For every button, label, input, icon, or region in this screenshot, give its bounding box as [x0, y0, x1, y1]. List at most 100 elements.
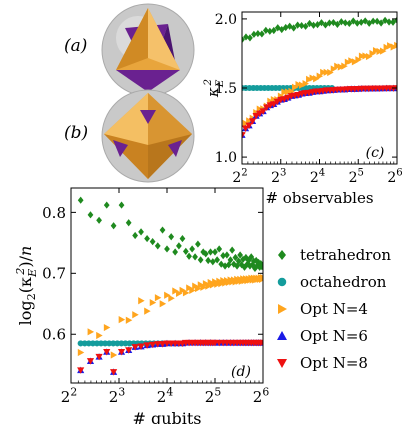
point-c-tetrahedron-28: [350, 17, 357, 25]
legend-marker-1: [277, 277, 287, 287]
point-d-opt8-0: [77, 367, 85, 374]
point-c-tetrahedron-22: [326, 19, 333, 27]
point-d-tetrahedron-42: [235, 257, 242, 265]
point-c-tetrahedron-5: [258, 30, 265, 38]
point-d-opt8-9: [143, 342, 151, 349]
point-d-tetrahedron-8: [138, 228, 144, 236]
point-c-tetrahedron-7: [266, 27, 273, 35]
point-d-opt4-30: [214, 280, 221, 288]
point-d-tetrahedron-21: [192, 253, 198, 261]
point-d-tetrahedron-0: [77, 196, 84, 204]
point-c-opt4-44: [394, 41, 397, 50]
point-d-opt4-4: [110, 351, 118, 359]
point-d-opt4-5: [118, 316, 126, 324]
point-d-opt4-9: [144, 307, 151, 315]
point-d-tetrahedron-38: [229, 246, 236, 254]
point-d-tetrahedron-30: [214, 256, 221, 264]
point-c-opt8-1: [242, 125, 250, 132]
point-d-opt8-8: [137, 343, 145, 351]
point-c-tetrahedron-4: [255, 29, 261, 38]
point-c-opt4-41: [383, 43, 391, 51]
legend-marker-0: [278, 250, 286, 260]
point-d-tetrahedron-13: [164, 245, 170, 253]
xtick-label-d-3: 25: [205, 385, 222, 406]
purple-spike-b3: [168, 140, 182, 157]
point-d-tetrahedron-4: [110, 222, 117, 230]
point-d-opt4-2: [96, 331, 103, 340]
point-d-tetrahedron-29: [212, 248, 218, 256]
point-c-opt8-4: [252, 112, 260, 120]
point-c-tetrahedron-18: [310, 21, 317, 29]
point-c-tetrahedron-35: [378, 19, 384, 27]
point-d-tetrahedron-19: [186, 252, 192, 260]
point-d-opt4-10: [149, 298, 157, 307]
point-c-tetrahedron-11: [282, 23, 289, 32]
point-c-opt4-21: [313, 75, 320, 83]
panel-label-b: (b): [64, 123, 88, 143]
point-d-opt4-6: [125, 316, 133, 324]
point-c-opt4-18: [302, 79, 310, 88]
point-d-tetrahedron-40: [232, 253, 239, 262]
xtick-label-d-2: 24: [157, 385, 174, 406]
point-c-opt4-37: [369, 49, 376, 58]
point-d-opt4-32: [218, 280, 225, 288]
legend-label-1: octahedron: [300, 273, 387, 291]
point-c-opt4-17: [299, 81, 306, 89]
point-d-opt4-0: [77, 348, 85, 357]
point-d-opt4-1: [87, 328, 95, 336]
point-c-opt4-30: [344, 58, 352, 66]
point-c-opt4-39: [376, 47, 383, 56]
point-d-tetrahedron-23: [197, 256, 204, 264]
point-c-opt4-15: [291, 83, 299, 91]
point-c-tetrahedron-15: [298, 21, 305, 30]
point-c-opt4-19: [306, 75, 313, 83]
legend-label-4: Opt N=8: [300, 354, 368, 372]
point-c-tetrahedron-14: [294, 21, 301, 29]
point-d-tetrahedron-31: [216, 245, 223, 253]
point-d-tetrahedron-6: [125, 219, 132, 227]
point-c-opt4-32: [351, 58, 359, 66]
point-d-opt8-2: [95, 353, 103, 361]
point-d-tetrahedron-37: [227, 256, 234, 264]
point-d-tetrahedron-43: [237, 251, 244, 259]
point-d-opt8-11: [154, 341, 162, 348]
point-c-opt4-27: [334, 62, 341, 70]
xtick-label-c-0: 22: [232, 168, 247, 186]
point-c-opt4-12: [281, 88, 288, 96]
point-d-opt4-16: [176, 289, 183, 298]
point-c-tetrahedron-26: [342, 19, 349, 27]
point-c-tetrahedron-20: [318, 19, 325, 27]
point-d-tetrahedron-10: [149, 238, 156, 246]
point-d-opt4-24: [200, 283, 207, 291]
point-d-opt4-61: [260, 273, 263, 282]
solid-a-illustration: [101, 3, 195, 97]
ytick-label-d-1: 0.7: [42, 265, 66, 283]
xtick-label-d-1: 23: [109, 385, 126, 406]
point-c-tetrahedron-8: [270, 26, 277, 35]
point-d-opt4-15: [172, 287, 179, 295]
point-c-tetrahedron-39: [394, 16, 397, 24]
purple-spike-b1: [140, 110, 156, 124]
point-d-tetrahedron-20: [189, 245, 196, 253]
legend-marker-4: [277, 359, 287, 368]
point-c-tetrahedron-16: [302, 22, 309, 30]
point-c-opt4-1: [242, 119, 250, 128]
chart-d: 22 23 24 25 26 0.6 0.7 0.8 # qubits (d) log2(κE2)/…: [14, 187, 269, 424]
point-c-tetrahedron-2: [247, 34, 253, 42]
panel-label-d: (d): [231, 364, 251, 380]
point-c-opt8-6: [259, 108, 267, 115]
point-c-tetrahedron-25: [338, 18, 345, 26]
point-d-tetrahedron-33: [220, 252, 227, 260]
point-c-tetrahedron-33: [370, 17, 377, 25]
point-d-opt4-13: [164, 291, 171, 299]
point-d-opt8-3: [103, 349, 111, 356]
point-c-opt8-10: [273, 98, 281, 106]
point-d-tetrahedron-12: [159, 226, 166, 234]
point-c-tetrahedron-24: [334, 20, 341, 28]
point-d-tetrahedron-9: [144, 234, 150, 243]
point-d-tetrahedron-1: [87, 211, 94, 219]
point-d-opt8-1: [86, 358, 95, 365]
point-d-opt4-28: [209, 281, 217, 289]
legend: tetrahedron octahedron Opt N=4 Opt N=6 Opt N…: [277, 246, 391, 372]
